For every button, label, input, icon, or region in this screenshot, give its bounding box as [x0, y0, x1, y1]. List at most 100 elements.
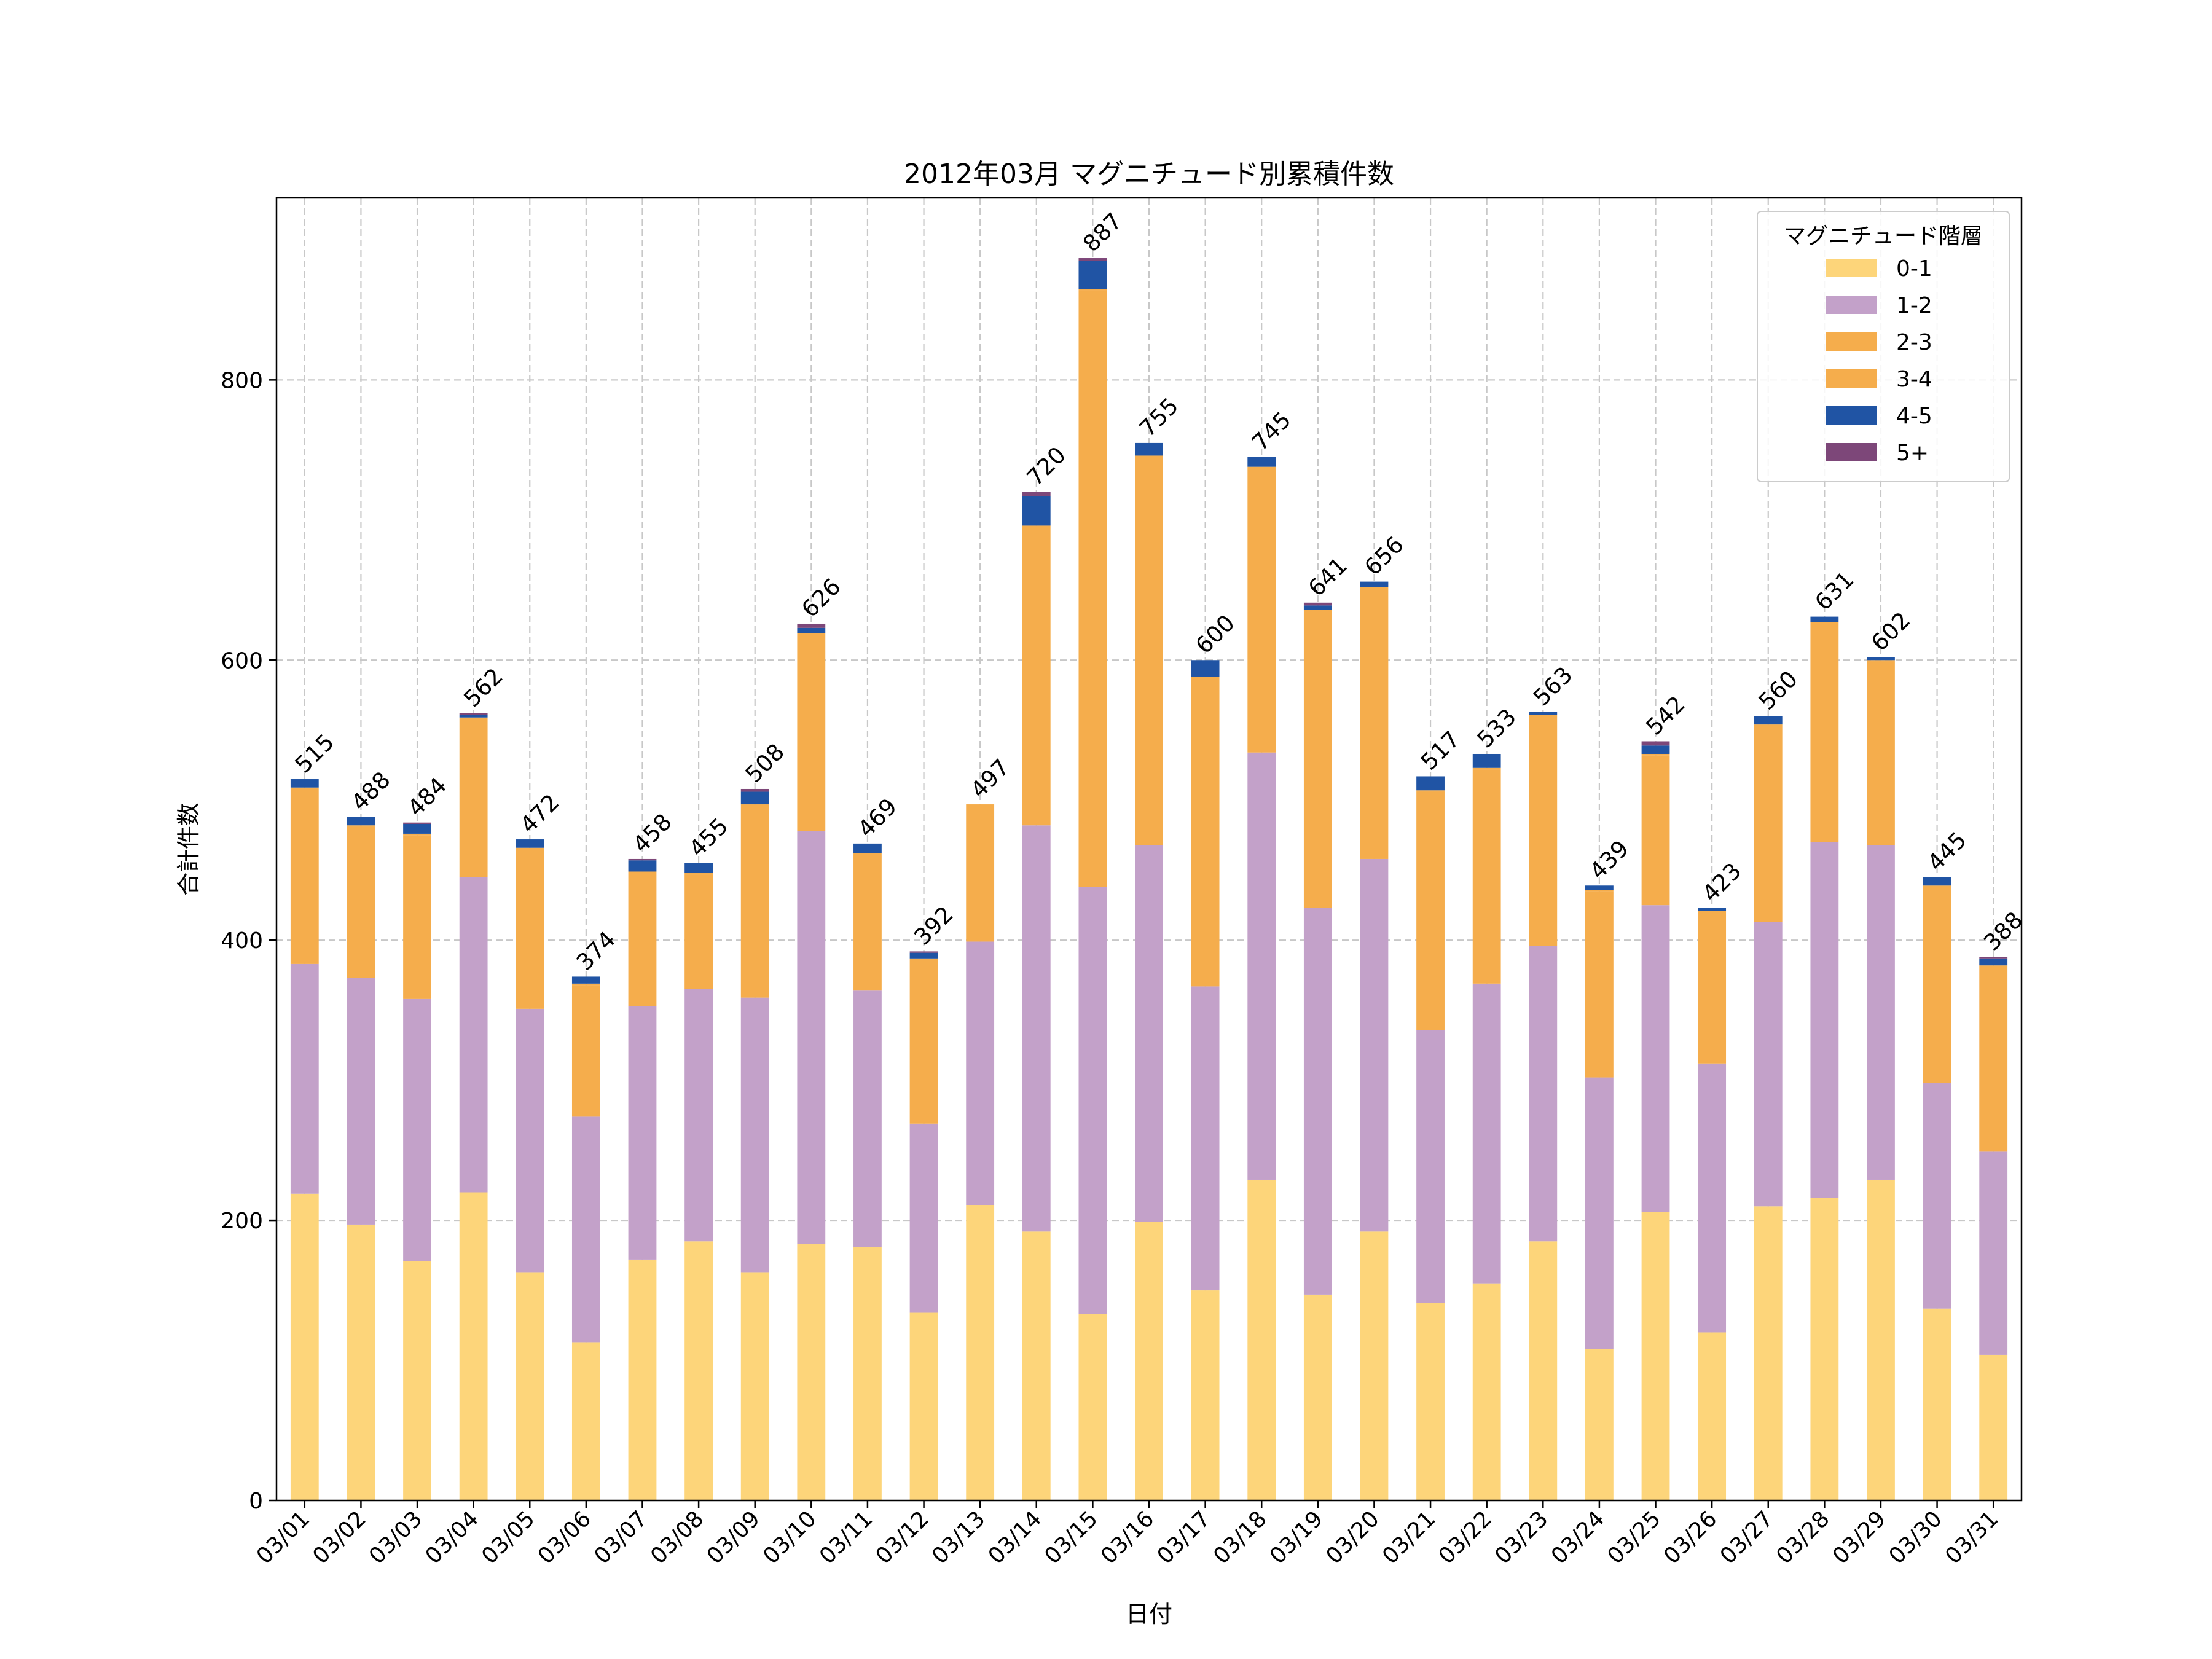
bar-segment-4-5: [1698, 908, 1727, 911]
x-tick-label: 03/21: [1378, 1506, 1440, 1569]
bar-segment-3-4: [684, 873, 713, 875]
bar-segment-1-2: [1360, 858, 1389, 1232]
bar-segment-0-1: [1529, 1241, 1558, 1500]
bar-segment-4-5: [403, 823, 431, 834]
bar-segment-2-3: [1191, 678, 1220, 987]
bar-total-label: 631: [1810, 567, 1859, 616]
bar-segment-3-4: [909, 958, 938, 960]
x-tick-label: 03/18: [1209, 1506, 1271, 1569]
bar-segment-2-3: [1641, 755, 1670, 906]
bar-segment-3-4: [516, 847, 544, 849]
bar-segment-1-2: [347, 978, 375, 1225]
x-tick-label: 03/10: [758, 1506, 821, 1569]
x-tick-label: 03/20: [1321, 1506, 1384, 1569]
legend-swatch-4-5: [1826, 406, 1877, 425]
bar-segment-3-4: [1416, 790, 1445, 792]
bar-segment-2-3: [571, 985, 600, 1117]
x-axis: 03/0103/0203/0303/0403/0503/0603/0703/08…: [252, 1500, 2004, 1569]
bar-segment-1-2: [1529, 946, 1558, 1242]
bar-segment-2-3: [797, 635, 826, 831]
bar-segment-0-1: [1923, 1308, 1951, 1500]
bar-segment-0-1: [1754, 1206, 1783, 1500]
bar-segment-5+: [1022, 492, 1051, 496]
bar-segment-1-2: [571, 1116, 600, 1343]
bar-total-label: 488: [346, 767, 395, 816]
bar-segment-4-5: [1360, 581, 1389, 587]
bar-total-label: 388: [1979, 907, 2028, 956]
bar-total-label: 472: [515, 789, 564, 838]
bar-segment-4-5: [347, 817, 375, 826]
bar-stack: [1529, 712, 1558, 1500]
bar-segment-0-1: [459, 1192, 488, 1500]
bar-segment-1-2: [797, 831, 826, 1244]
bar-total-label: 887: [1078, 208, 1127, 257]
bar-segment-2-3: [290, 788, 319, 964]
y-tick-label: 0: [249, 1489, 263, 1514]
bar-total-label: 533: [1472, 704, 1521, 753]
bar-segment-0-1: [1078, 1314, 1107, 1500]
bar-segment-5+: [628, 858, 657, 861]
bar-segment-4-5: [628, 860, 657, 872]
bar-segment-3-4: [1247, 466, 1276, 468]
bar-total-label: 517: [1416, 726, 1465, 775]
bar-total-label: 484: [402, 772, 452, 822]
bar-stack: [797, 623, 826, 1500]
y-tick-label: 200: [221, 1209, 263, 1234]
bar-segment-3-4: [797, 633, 826, 635]
bar-segment-3-4: [1923, 885, 1951, 887]
bar-segment-4-5: [1810, 616, 1839, 622]
bar-segment-4-5: [290, 779, 319, 788]
chart-title: 2012年03月 マグニチュード別累積件数: [904, 159, 1394, 190]
bar-stack: [1416, 776, 1445, 1500]
bar-segment-1-2: [1472, 983, 1501, 1284]
bar-segment-0-1: [516, 1272, 544, 1500]
bar-stack: [1247, 457, 1276, 1500]
x-tick-label: 03/24: [1547, 1506, 1609, 1569]
bar-segment-0-1: [1022, 1231, 1051, 1500]
bar-total-label: 439: [1585, 835, 1634, 884]
bar-segment-2-3: [1810, 623, 1839, 842]
legend-label: 1-2: [1896, 293, 1932, 318]
bar-segment-0-1: [1867, 1179, 1895, 1500]
bar-stack: [1698, 908, 1727, 1500]
x-tick-label: 03/25: [1603, 1506, 1666, 1569]
bar-segment-1-2: [853, 990, 882, 1247]
bar-stack: [684, 863, 713, 1500]
bar-segment-2-3: [1303, 611, 1332, 908]
bar-segment-1-2: [1135, 845, 1163, 1222]
bar-segment-3-4: [1810, 622, 1839, 624]
bar-segment-3-4: [853, 853, 882, 855]
bar-segment-2-3: [403, 835, 431, 999]
bar-segment-3-4: [571, 983, 600, 986]
bar-segment-4-5: [1641, 745, 1670, 754]
bar-segment-1-2: [1867, 845, 1895, 1180]
bar-segment-1-2: [403, 998, 431, 1261]
bar-segment-4-5: [571, 976, 600, 984]
bar-total-label: 458: [627, 809, 677, 858]
bar-segment-4-5: [1923, 877, 1951, 886]
bar-segment-0-1: [347, 1224, 375, 1500]
bar-segment-2-3: [347, 826, 375, 978]
bar-segment-3-4: [1360, 587, 1389, 589]
legend-swatch-5+: [1826, 443, 1877, 461]
bar-total-label: 602: [1866, 607, 1915, 656]
bar-segment-3-4: [1867, 660, 1895, 662]
bar-segment-2-3: [1360, 589, 1389, 859]
bar-segment-2-3: [628, 873, 657, 1006]
bar-segment-2-3: [1585, 891, 1614, 1078]
x-tick-label: 03/31: [1940, 1506, 2003, 1569]
bar-segment-5+: [740, 788, 769, 792]
bar-segment-3-4: [1979, 965, 2008, 967]
bar-segment-3-4: [1585, 890, 1614, 892]
bar-segment-3-4: [1529, 715, 1558, 716]
bar-stack: [1135, 442, 1163, 1500]
y-axis: 0 200 400 600 800: [221, 368, 276, 1514]
bar-segment-1-2: [1303, 908, 1332, 1295]
bar-segment-3-4: [740, 804, 769, 806]
bar-segment-1-2: [684, 989, 713, 1242]
bar-segment-1-2: [1078, 887, 1107, 1314]
bar-segment-5+: [403, 822, 431, 824]
legend-label: 2-3: [1896, 330, 1932, 355]
bar-segment-5+: [1979, 957, 2008, 959]
bar-segment-2-3: [909, 960, 938, 1124]
